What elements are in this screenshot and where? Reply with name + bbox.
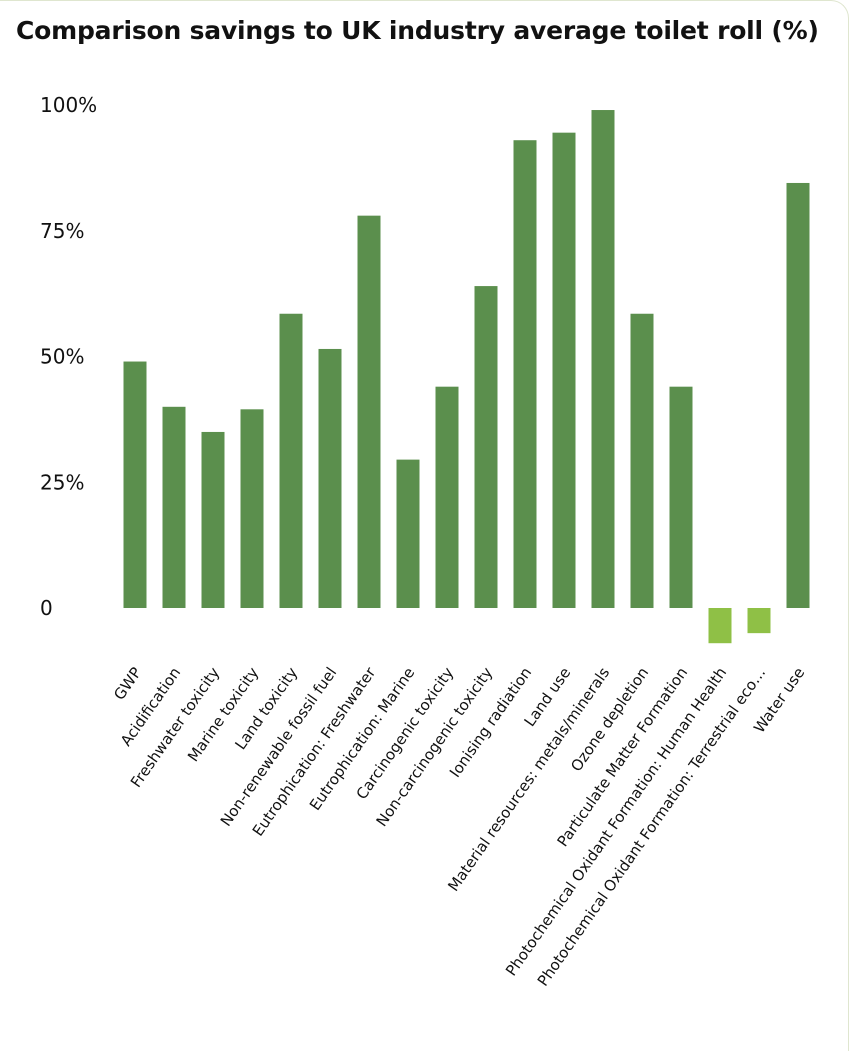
bar xyxy=(318,348,342,608)
bar xyxy=(435,386,459,608)
bar xyxy=(474,286,498,608)
y-axis: 0 25% 50% 75% 100% xyxy=(40,93,97,620)
bar xyxy=(123,361,147,608)
bar xyxy=(747,608,771,634)
bar xyxy=(357,215,381,608)
bar xyxy=(786,182,810,608)
bar xyxy=(513,140,537,608)
chart-title: Comparison savings to UK industry averag… xyxy=(16,16,819,45)
bar xyxy=(240,409,264,608)
bar xyxy=(162,406,186,608)
bar xyxy=(591,110,615,608)
y-tick-label: 25% xyxy=(40,470,84,494)
bar xyxy=(396,459,420,608)
x-category-label: GWP xyxy=(110,664,145,703)
bar xyxy=(201,431,225,608)
bar xyxy=(708,608,732,644)
bar xyxy=(552,132,576,609)
bar xyxy=(669,386,693,608)
y-tick-label: 75% xyxy=(40,219,84,243)
y-tick-label: 50% xyxy=(40,345,84,369)
bar xyxy=(279,313,303,608)
bar xyxy=(630,313,654,608)
y-tick-label: 100% xyxy=(40,93,97,117)
y-tick-label: 0 xyxy=(40,596,53,620)
bars-group xyxy=(123,110,810,644)
